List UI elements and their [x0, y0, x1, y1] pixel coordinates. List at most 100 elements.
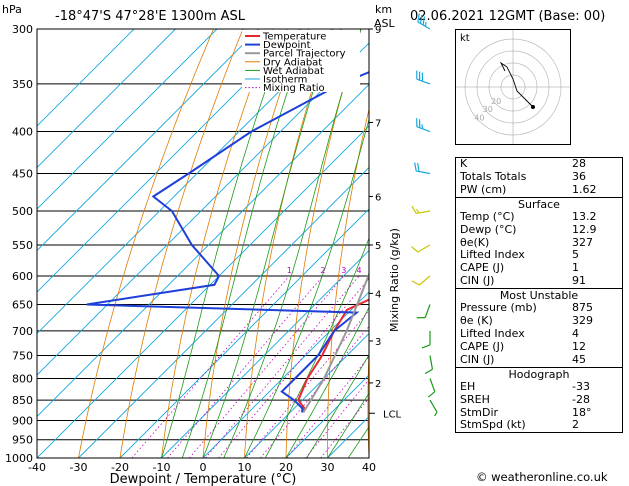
- panel-row-value: 1.62: [572, 182, 597, 196]
- wet-adiabat-line: [264, 237, 369, 458]
- wind-barb: [411, 205, 431, 215]
- mixing-ratio-line: [246, 309, 369, 458]
- plot-frame: [36, 28, 370, 459]
- panel-row-label: K: [460, 157, 468, 170]
- wind-barb-flag: [416, 70, 418, 80]
- mixing-ratio-tick-label: 3: [341, 266, 346, 275]
- mixing-ratio-line: [218, 278, 369, 458]
- wind-barb-flag: [410, 246, 419, 253]
- panel-row-label: Dewp (°C): [460, 222, 517, 236]
- isotherm-line: [37, 29, 301, 293]
- isotherm-line: [37, 125, 369, 458]
- panel-row-label: CAPE (J): [460, 339, 505, 353]
- pressure-tick-label: 650: [12, 299, 33, 312]
- hodograph-stats-box: Hodograph EH -33 SREH -28 StmDir 18° StmSpd (k…: [455, 367, 623, 434]
- hodograph-ring-label: 40: [474, 114, 484, 123]
- panel-row-label: Totals Totals: [460, 169, 527, 183]
- wind-barb-staff: [416, 170, 431, 175]
- location-title: -18°47'S 47°28'E 1300m ASL: [55, 9, 246, 24]
- wind-barb-flag: [411, 280, 420, 286]
- mixing-ratio-tick-label: 10: [406, 266, 416, 275]
- panel-row-value: 2: [572, 418, 579, 432]
- panel-row: CIN (J) 91: [456, 274, 622, 288]
- hpa-label: hPa: [2, 3, 22, 16]
- panel-row: CAPE (J) 1: [456, 261, 622, 275]
- wind-barb-flag: [421, 344, 431, 349]
- wind-barb-flag: [416, 118, 418, 127]
- km-tick-label: 4: [375, 289, 381, 300]
- temperature-tick-label: -20: [111, 461, 129, 474]
- most-unstable-box: Most Unstable Pressure (mb) 875 θe (K) 329 L…: [455, 289, 623, 368]
- panel-row: Totals Totals 36: [456, 169, 622, 184]
- panel-row-value: 4: [572, 326, 579, 340]
- isotherm-line: [202, 291, 369, 458]
- mixing-ratio-line: [189, 275, 345, 458]
- wind-barb-staff: [429, 399, 438, 413]
- panel-row-value: -28: [572, 392, 590, 406]
- mixing-ratio-tick-label: 4: [356, 266, 361, 275]
- panel-row-label: CIN (J): [460, 274, 495, 288]
- wind-barb-staff: [429, 355, 434, 370]
- temperature-tick-label: 30: [321, 461, 335, 474]
- parcel-trajectory-line: [302, 271, 369, 414]
- wet-adiabat-line: [244, 117, 369, 458]
- temperature-tick-label: -10: [153, 461, 171, 474]
- pressure-tick-label: 950: [12, 434, 33, 447]
- panel-row: K 28: [456, 157, 622, 171]
- pressure-tick-label: 750: [12, 349, 33, 362]
- mixing-ratio-axis-label: Mixing Ratio (g/kg): [388, 228, 401, 332]
- lcl-label: LCL: [383, 409, 402, 420]
- km-tick-label: 2: [375, 379, 381, 390]
- pressure-tick-label: 500: [12, 205, 33, 218]
- dry-adiabat-line: [78, 29, 214, 458]
- panel-row-value: 91: [572, 274, 586, 288]
- mixing-ratio-tick-label: 15: [430, 266, 440, 275]
- wind-barb: [416, 304, 431, 319]
- temperature-tick-label: 10: [238, 461, 252, 474]
- wind-barb: [416, 118, 431, 133]
- panel-row: Lifted Index 5: [456, 249, 622, 262]
- pressure-tick-label: 900: [12, 414, 33, 427]
- wind-barb: [416, 70, 431, 85]
- wind-barb-flag: [422, 16, 426, 26]
- wind-barb-flag: [421, 124, 424, 129]
- indices-box: K 28 Totals Totals 36 PW (cm) 1.62: [455, 157, 623, 198]
- pressure-tick-label: 700: [12, 325, 33, 338]
- hodograph-ring-label: 20: [491, 97, 501, 106]
- dry-adiabat-line: [285, 29, 361, 458]
- panel-row-value: 875: [572, 301, 593, 315]
- panel-row: CAPE (J) 12: [456, 339, 622, 354]
- legend-background: [242, 30, 360, 92]
- panel-row-value: 327: [572, 235, 593, 249]
- hodograph-ring-label: 30: [483, 105, 493, 114]
- panel-row-value: 13.2: [572, 209, 597, 223]
- panel-row-value: 36: [572, 169, 586, 183]
- wet-adiabat-line: [202, 29, 334, 458]
- isotherm-line: [37, 83, 369, 418]
- panel-row-value: -33: [572, 379, 590, 393]
- temperature-tick-label: 40: [362, 461, 376, 474]
- km-tick-label: 6: [375, 192, 381, 203]
- dewpoint-series-line: [86, 71, 369, 413]
- isotherm-line: [244, 332, 369, 458]
- isotherm-line: [78, 166, 369, 458]
- asl-label: ASL: [374, 17, 396, 30]
- km-label: km: [375, 3, 392, 16]
- pressure-tick-label: 400: [12, 126, 33, 139]
- dry-adiabat-line: [202, 29, 303, 458]
- panel-row-value: 18°: [572, 405, 592, 419]
- wind-barb-flag: [418, 71, 421, 81]
- panel-row: EH -33: [456, 379, 622, 394]
- temperature-tick-label: 20: [279, 461, 293, 474]
- dry-adiabat-line: [244, 29, 332, 458]
- panel-row: PW (cm) 1.62: [456, 182, 622, 197]
- legend-entry: Temperature: [262, 32, 326, 43]
- credit-text: © weatheronline.co.uk: [476, 470, 608, 484]
- panel-row: θe(K) 327: [456, 235, 622, 250]
- dry-adiabat-line: [161, 29, 273, 458]
- panel-row-label: PW (cm): [460, 182, 507, 196]
- pressure-tick-label: 350: [12, 78, 33, 91]
- wind-barb: [414, 162, 431, 175]
- wind-barb: [424, 355, 434, 375]
- wet-adiabat-line: [181, 29, 309, 458]
